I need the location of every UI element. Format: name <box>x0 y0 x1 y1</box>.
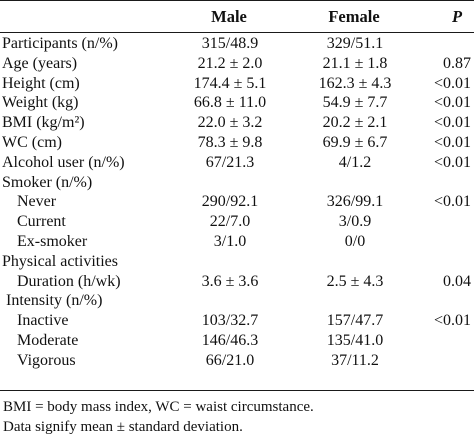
cell-p-value: 0.04 <box>443 272 471 290</box>
table-row: Alcohol user (n/%) 67/21.3 4/1.2 <0.01 <box>0 153 474 173</box>
table-row: Never 290/92.1 326/99.1 <0.01 <box>0 192 474 212</box>
cell-male: 103/32.7 <box>201 312 259 330</box>
row-label: Moderate <box>17 331 79 349</box>
table-row: Moderate 146/46.3 135/41.0 <box>0 331 474 351</box>
table-row: Ex-smoker 3/1.0 0/0 <box>0 232 474 252</box>
table-row: WC (cm) 78.3 ± 9.8 69.9 ± 6.7 <0.01 <box>0 133 474 153</box>
footnote-data-note: Data signify mean ± standard deviation. <box>3 419 243 435</box>
cell-male: 22/7.0 <box>209 213 251 231</box>
column-header-p-value: P <box>451 7 463 26</box>
column-header-male: Male <box>211 7 247 26</box>
cell-male: 3.6 ± 3.6 <box>201 272 259 290</box>
table-bottom-rule <box>0 390 474 391</box>
cell-male: 67/21.3 <box>205 153 255 171</box>
row-label: BMI (kg/m²) <box>2 114 85 132</box>
row-label: Inactive <box>17 312 69 330</box>
cell-female: 69.9 ± 6.7 <box>322 133 388 151</box>
row-label: Vigorous <box>17 351 76 369</box>
row-label: Current <box>17 213 66 231</box>
cell-female: 54.9 ± 7.7 <box>322 94 388 112</box>
footnote-abbreviations: BMI = body mass index, WC = waist circum… <box>3 399 314 415</box>
cell-male: 21.2 ± 2.0 <box>197 54 263 72</box>
cell-p-value: <0.01 <box>433 94 471 112</box>
table-row: Smoker (n/%) <box>0 173 474 193</box>
cell-male: 174.4 ± 5.1 <box>193 74 267 92</box>
row-label: Age (years) <box>2 54 78 72</box>
row-label: Participants (n/%) <box>2 35 118 52</box>
cell-male: 78.3 ± 9.8 <box>197 133 263 151</box>
cell-female: 21.1 ± 1.8 <box>322 54 388 72</box>
table-row: Duration (h/wk) 3.6 ± 3.6 2.5 ± 4.3 0.04 <box>0 272 474 292</box>
cell-female: 135/41.0 <box>326 331 384 349</box>
table-top-rule <box>0 0 474 1</box>
row-label: Duration (h/wk) <box>17 272 121 290</box>
row-label: Smoker (n/%) <box>2 173 93 191</box>
cell-female: 2.5 ± 4.3 <box>326 272 384 290</box>
row-label: Intensity (n/%) <box>6 292 103 310</box>
row-label: Height (cm) <box>2 74 80 92</box>
cell-male: 315/48.9 <box>201 35 259 52</box>
table-row: Participants (n/%) 315/48.9 329/51.1 <box>0 34 474 54</box>
cell-male: 290/92.1 <box>201 193 259 211</box>
cell-p-value: <0.01 <box>433 133 471 151</box>
table-row: BMI (kg/m²) 22.0 ± 3.2 20.2 ± 2.1 <0.01 <box>0 113 474 133</box>
table-row: Physical activities <box>0 252 474 272</box>
table-body: Participants (n/%) 315/48.9 329/51.1 Age (y… <box>0 34 474 371</box>
cell-female: 157/47.7 <box>326 312 384 330</box>
table-row: Inactive 103/32.7 157/47.7 <0.01 <box>0 311 474 331</box>
cell-female: 326/99.1 <box>326 193 384 211</box>
row-label: Physical activities <box>2 252 118 270</box>
cell-female: 37/11.2 <box>331 351 379 369</box>
cell-female: 162.3 ± 4.3 <box>318 74 392 92</box>
table-row: Current 22/7.0 3/0.9 <box>0 212 474 232</box>
cell-p-value: 0.87 <box>443 54 471 72</box>
cell-p-value: <0.01 <box>433 74 471 92</box>
row-label: WC (cm) <box>2 133 62 151</box>
table-row: Age (years) 21.2 ± 2.0 21.1 ± 1.8 0.87 <box>0 54 474 74</box>
column-header-female: Female <box>328 7 380 26</box>
header-divider-rule <box>0 32 474 33</box>
cell-female: 20.2 ± 2.1 <box>322 114 388 132</box>
cell-male: 22.0 ± 3.2 <box>197 114 263 132</box>
cell-p-value: <0.01 <box>433 153 471 171</box>
cell-p-value: <0.01 <box>433 114 471 132</box>
cell-female: 0/0 <box>344 232 366 250</box>
cell-male: 66/21.0 <box>205 351 255 369</box>
cell-p-value: <0.01 <box>433 312 471 330</box>
table-row: Weight (kg) 66.8 ± 11.0 54.9 ± 7.7 <0.01 <box>0 93 474 113</box>
table-row: Intensity (n/%) <box>0 291 474 311</box>
cell-female: 329/51.1 <box>326 35 384 52</box>
cell-female: 4/1.2 <box>338 153 372 171</box>
cell-p-value: <0.01 <box>433 193 471 211</box>
cell-female: 3/0.9 <box>338 213 372 231</box>
row-label: Ex-smoker <box>17 232 88 250</box>
table-row: Vigorous 66/21.0 37/11.2 <box>0 351 474 371</box>
row-label: Never <box>17 193 57 211</box>
cell-male: 66.8 ± 11.0 <box>193 94 267 112</box>
row-label: Weight (kg) <box>2 94 79 112</box>
row-label: Alcohol user (n/%) <box>2 153 125 171</box>
cell-male: 146/46.3 <box>201 331 259 349</box>
cell-male: 3/1.0 <box>213 232 247 250</box>
table-row: Height (cm) 174.4 ± 5.1 162.3 ± 4.3 <0.01 <box>0 74 474 94</box>
